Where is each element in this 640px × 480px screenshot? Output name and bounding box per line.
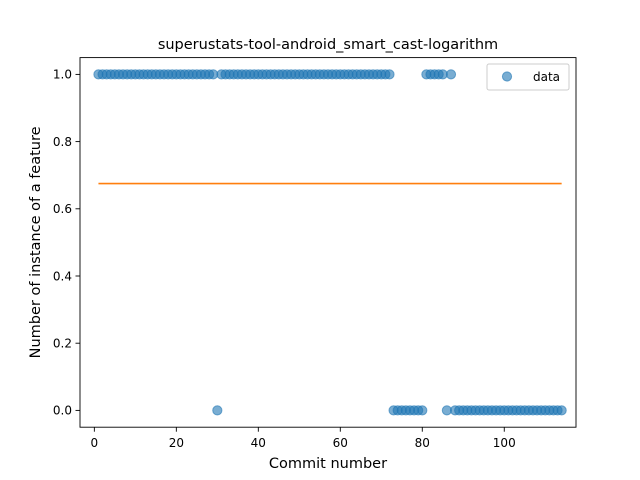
x-tick-label: 100 — [493, 436, 516, 450]
x-tick-label: 40 — [251, 436, 266, 450]
data-point — [556, 405, 567, 416]
y-tick-label: 1.0 — [53, 68, 72, 82]
x-axis-label: Commit number — [269, 456, 387, 472]
y-tick-label: 0.8 — [53, 135, 72, 149]
y-tick-label: 0.2 — [53, 337, 72, 351]
y-axis-ticks: 0.0 0.2 0.4 0.6 0.8 1.0 — [53, 68, 80, 418]
y-tick-label: 0.0 — [53, 404, 72, 418]
x-tick-label: 80 — [415, 436, 430, 450]
data-point — [212, 405, 223, 416]
chart-title: superustats-tool-android_smart_cast-loga… — [158, 37, 498, 53]
plot-frame — [79, 57, 577, 428]
data-point — [384, 69, 395, 80]
plot-area — [80, 57, 576, 428]
y-tick-label: 0.6 — [53, 202, 72, 216]
data-point — [417, 405, 428, 416]
legend-label-data: data — [533, 70, 560, 84]
x-axis-ticks: 0 20 40 60 80 100 — [91, 427, 516, 450]
y-tick-label: 0.4 — [53, 269, 72, 283]
points-layer — [93, 69, 567, 416]
x-tick-label: 60 — [333, 436, 348, 450]
data-point — [445, 69, 457, 80]
legend-marker-data — [501, 71, 513, 82]
x-tick-label: 0 — [91, 436, 99, 450]
legend: data — [486, 63, 570, 91]
x-tick-label: 20 — [169, 436, 184, 450]
legend-box — [486, 63, 570, 91]
y-axis-label: Number of instance of a feature — [28, 126, 44, 358]
